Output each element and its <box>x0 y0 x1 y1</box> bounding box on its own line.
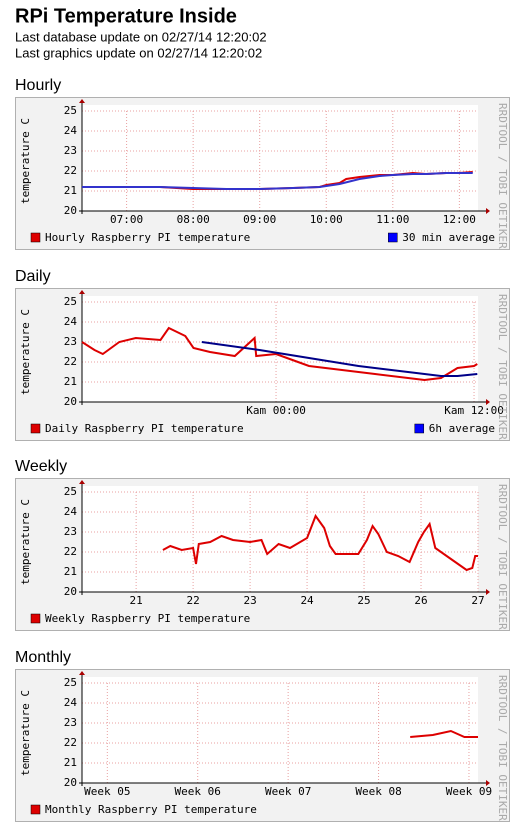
status-line: Last graphics update on 02/27/14 12:20:0… <box>15 45 262 60</box>
x-tick-label: 08:00 <box>177 213 210 226</box>
axis-arrow <box>486 208 490 214</box>
y-axis-title: temperature C <box>19 309 32 395</box>
x-tick-label: Week 05 <box>84 785 130 798</box>
plot-area <box>82 105 478 211</box>
y-axis-title: temperature C <box>19 118 32 204</box>
legend-label: Hourly Raspberry PI temperature <box>45 231 250 244</box>
y-tick-label: 24 <box>64 696 78 709</box>
x-tick-label: Week 09 <box>446 785 492 798</box>
y-tick-label: 22 <box>64 736 77 749</box>
y-tick-label: 21 <box>64 756 77 769</box>
y-tick-label: 22 <box>64 545 77 558</box>
watermark: RRDTOOL / TOBI OETIKER <box>496 294 509 440</box>
x-tick-label: 22 <box>186 594 199 607</box>
x-tick-label: Kam 12:00 <box>444 404 504 417</box>
x-tick-label: 11:00 <box>376 213 409 226</box>
x-tick-label: 26 <box>414 594 427 607</box>
series-line <box>201 341 478 377</box>
x-tick-label: Week 06 <box>175 785 221 798</box>
y-tick-label: 25 <box>64 485 77 498</box>
chart-heading: Weekly <box>15 458 67 475</box>
x-tick-label: 09:00 <box>243 213 276 226</box>
chart-heading: Hourly <box>15 77 61 94</box>
chart-panel: 20 21 22 23 24 25 07:00 08:00 09:00 10:00 11:00 12:… <box>15 97 510 250</box>
x-tick-label: Kam 00:00 <box>246 404 306 417</box>
watermark: RRDTOOL / TOBI OETIKER <box>496 103 509 249</box>
legend-swatch <box>30 804 41 815</box>
plot-area <box>82 486 478 592</box>
y-tick-label: 23 <box>64 144 77 157</box>
y-tick-label: 25 <box>64 295 77 308</box>
y-tick-label: 21 <box>64 375 77 388</box>
plot-area <box>82 677 478 783</box>
series-line <box>81 326 478 382</box>
watermark: RRDTOOL / TOBI OETIKER <box>496 484 509 630</box>
y-tick-label: 25 <box>64 676 77 689</box>
legend-swatch <box>30 613 41 624</box>
y-tick-label: 24 <box>64 315 78 328</box>
y-tick-label: 21 <box>64 184 77 197</box>
axis-arrow <box>486 399 490 405</box>
plot-area <box>82 296 478 402</box>
y-axis-title: temperature C <box>19 499 32 585</box>
series-line <box>82 172 473 190</box>
axis-arrow <box>486 780 490 786</box>
y-tick-label: 20 <box>64 776 77 789</box>
y-tick-label: 20 <box>64 585 77 598</box>
axis-arrow <box>79 99 85 103</box>
series-line <box>162 513 478 572</box>
y-tick-label: 21 <box>64 565 77 578</box>
legend-label: 6h average <box>429 422 495 435</box>
x-tick-label: 27 <box>471 594 484 607</box>
x-tick-label: 12:00 <box>443 213 476 226</box>
x-tick-label: 24 <box>300 594 314 607</box>
x-tick-label: 25 <box>357 594 370 607</box>
x-tick-label: 23 <box>243 594 256 607</box>
legend-swatch <box>414 423 425 434</box>
legend-swatch <box>30 232 41 243</box>
legend-swatch <box>30 423 41 434</box>
y-tick-label: 20 <box>64 204 77 217</box>
y-tick-label: 23 <box>64 716 77 729</box>
axis-arrow <box>79 290 85 294</box>
legend-label: Monthly Raspberry PI temperature <box>45 803 257 816</box>
chart-panel: 20 21 22 23 24 25 Week 05 Week 06 Week 07 Week 08… <box>15 669 510 822</box>
chart-panel: 20 21 22 23 24 25 21 22 23 24 25 26 27 temperature C R… <box>15 478 510 631</box>
x-tick-label: 10:00 <box>310 213 343 226</box>
watermark: RRDTOOL / TOBI OETIKER <box>496 675 509 821</box>
chart-heading: Monthly <box>15 649 71 666</box>
y-tick-label: 25 <box>64 104 77 117</box>
series-line <box>410 729 478 738</box>
legend-label: 30 min average <box>402 231 495 244</box>
y-axis-title: temperature C <box>19 690 32 776</box>
chart-heading: Daily <box>15 268 51 285</box>
axis-arrow <box>79 480 85 484</box>
legend-swatch <box>388 232 398 243</box>
axis-arrow <box>79 671 85 675</box>
y-tick-label: 23 <box>64 335 77 348</box>
y-tick-label: 24 <box>64 124 78 137</box>
y-tick-label: 23 <box>64 525 77 538</box>
axis-arrow <box>486 589 490 595</box>
y-tick-label: 20 <box>64 395 77 408</box>
x-tick-label: Week 07 <box>265 785 311 798</box>
legend-label: Weekly Raspberry PI temperature <box>45 612 250 625</box>
y-tick-label: 22 <box>64 164 77 177</box>
x-tick-label: 07:00 <box>110 213 143 226</box>
y-tick-label: 22 <box>64 355 77 368</box>
x-tick-label: 21 <box>130 594 143 607</box>
page-title: RPi Temperature Inside <box>15 5 237 27</box>
chart-panel: 20 21 22 23 24 25 Kam 00:00 Kam 12:00 temperatur… <box>15 288 510 441</box>
status-line: Last database update on 02/27/14 12:20:0… <box>15 29 267 44</box>
legend-label: Daily Raspberry PI temperature <box>45 422 244 435</box>
y-tick-label: 24 <box>64 505 78 518</box>
x-tick-label: Week 08 <box>355 785 401 798</box>
